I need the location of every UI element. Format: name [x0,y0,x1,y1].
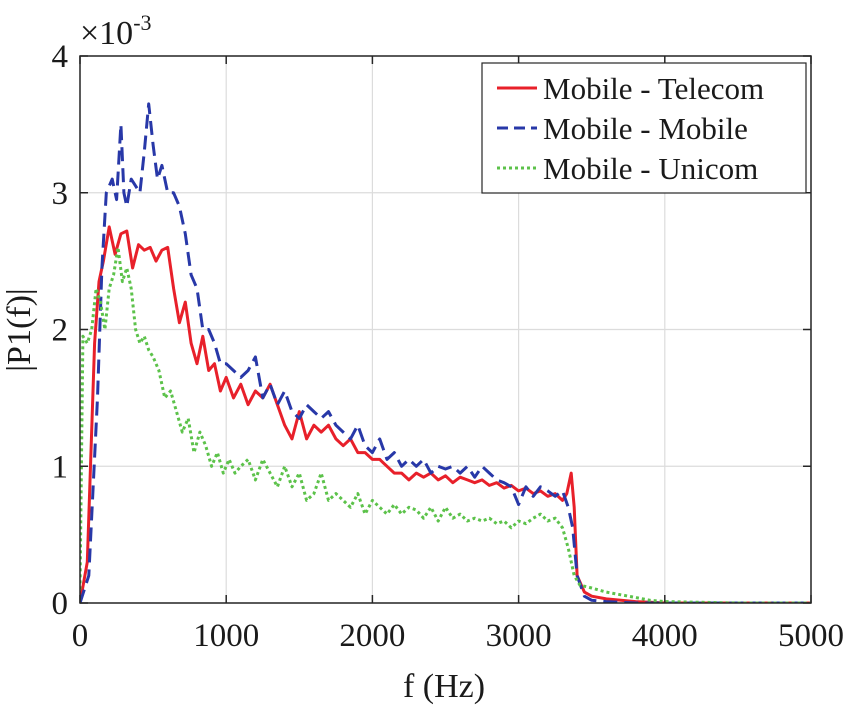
x-tick-label: 2000 [339,618,405,654]
series-line-mobile-mobile [80,102,811,603]
y-tick-label: 0 [52,586,69,622]
legend-label: Mobile - Unicom [543,151,758,186]
y-tick-label: 1 [52,449,69,485]
y-multiplier-exponent: -3 [133,10,151,35]
x-tick-label: 3000 [486,618,552,654]
y-multiplier: ×10-3 [80,10,152,52]
ticks: 0 1000 2000 3000 4000 5000 0 1 2 3 4 [52,39,845,654]
legend-label: Mobile - Telecom [543,71,764,106]
legend: Mobile - Telecom Mobile - Mobile Mobile - … [481,62,807,194]
y-axis-label: |P1(f)| [1,288,38,372]
x-tick-label: 1000 [193,618,259,654]
legend-label: Mobile - Mobile [543,111,748,146]
x-tick-label: 5000 [778,618,844,654]
x-tick-label: 0 [72,618,89,654]
series-line-mobile-unicom [80,245,811,603]
x-axis-label: f (Hz) [403,668,485,705]
x-tick-label: 4000 [632,618,698,654]
y-tick-label: 4 [52,39,69,75]
y-tick-label: 3 [52,176,69,212]
y-tick-label: 2 [52,313,69,349]
series-layer [80,102,811,603]
y-multiplier-base: ×10 [80,15,133,52]
